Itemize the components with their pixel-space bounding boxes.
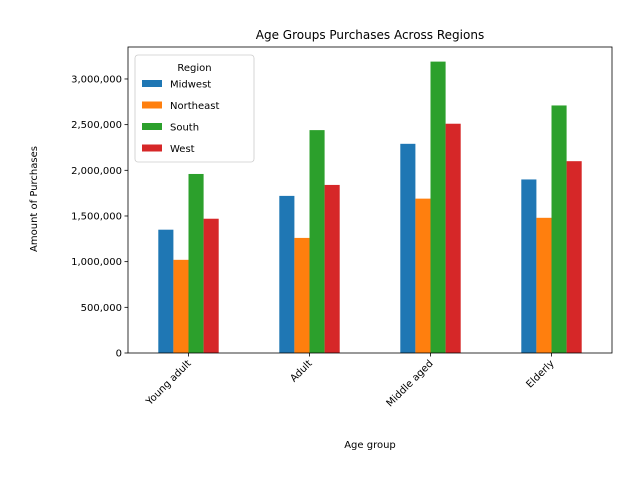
- legend-label-midwest: Midwest: [170, 80, 211, 91]
- y-tick-label: 1,000,000: [71, 257, 122, 268]
- bar-west-adult: [324, 184, 340, 353]
- plot-area: 0 500,000 1,000,000 1,500,000 2,000,000 2,500…: [71, 46, 613, 409]
- bar-midwest-elderly: [521, 179, 537, 353]
- legend-label-south: South: [170, 123, 199, 134]
- y-tick-label: 3,000,000: [71, 74, 122, 85]
- legend-swatch-west: [142, 144, 162, 152]
- y-tick-label: 2,000,000: [71, 166, 122, 177]
- bar-midwest-middle-aged: [400, 143, 416, 353]
- legend-swatch-midwest: [142, 80, 162, 87]
- chart-title: Age Groups Purchases Across Regions: [256, 28, 484, 42]
- bar-northeast-elderly: [536, 217, 552, 353]
- y-axis-label: Amount of Purchases: [29, 146, 40, 252]
- legend-box: [134, 54, 255, 163]
- bar-northeast-young-adult: [173, 259, 189, 353]
- bar-south-adult: [309, 130, 325, 353]
- bar-midwest-young-adult: [158, 229, 174, 353]
- bar-west-middle-aged: [445, 123, 461, 353]
- legend-label-northeast: Northeast: [170, 101, 219, 112]
- bar-midwest-adult: [279, 195, 295, 353]
- y-tick-label: 1,500,000: [71, 211, 122, 222]
- legend: Region Midwest Northeast South West: [134, 54, 255, 163]
- x-axis-label: Age group: [344, 440, 396, 451]
- legend-swatch-south: [142, 123, 162, 130]
- bar-west-young-adult: [203, 218, 219, 353]
- bar-south-middle-aged: [430, 61, 446, 354]
- bar-south-young-adult: [188, 173, 204, 353]
- y-tick-label: 2,500,000: [71, 120, 122, 131]
- bar-northeast-adult: [294, 237, 310, 353]
- axes-frame: [127, 46, 613, 354]
- bar-northeast-middle-aged: [415, 198, 431, 353]
- legend-swatch-northeast: [142, 101, 162, 109]
- legend-label-west: West: [170, 144, 195, 155]
- y-tick-label: 500,000: [81, 303, 122, 314]
- legend-title: Region: [177, 63, 211, 74]
- bar-south-elderly: [551, 105, 567, 354]
- bar-west-elderly: [566, 161, 582, 353]
- y-tick-label: 0: [116, 349, 122, 360]
